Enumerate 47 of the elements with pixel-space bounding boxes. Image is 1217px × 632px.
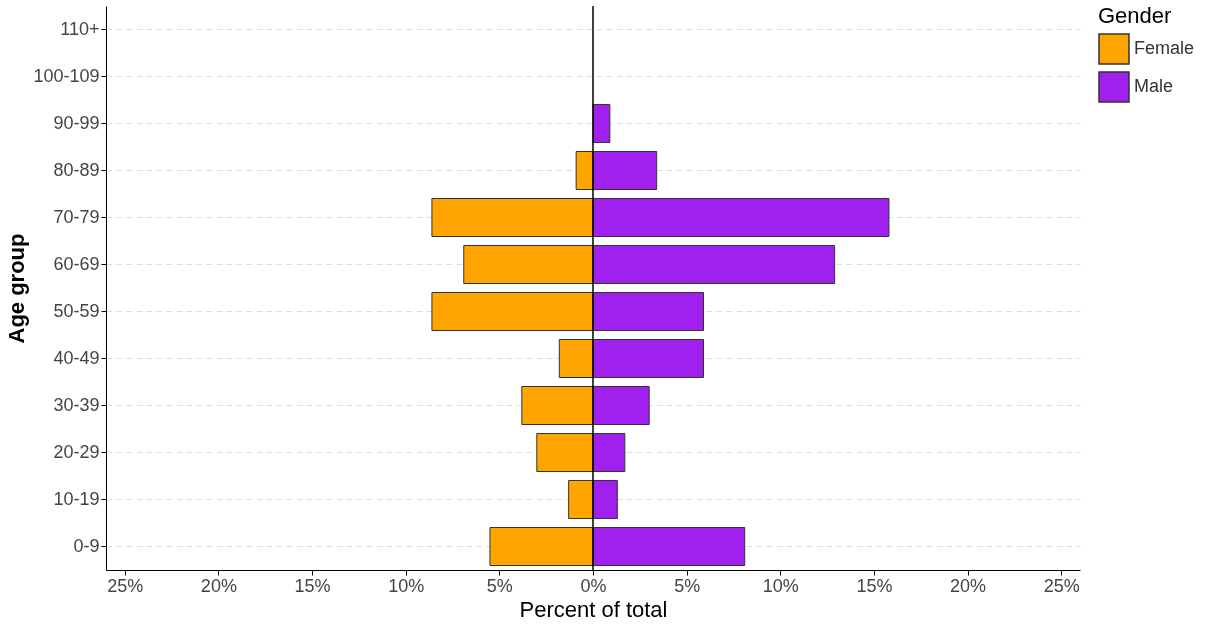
y-tick-label: 30-39 [53,394,100,415]
bar [521,386,594,425]
bar [592,386,650,425]
legend-label: Male [1134,76,1174,96]
y-tick-label: 20-29 [53,441,100,462]
bar [592,104,611,143]
bar [431,198,594,237]
bar [558,339,594,378]
x-tick-label: 25% [1043,575,1080,596]
bar [568,480,594,519]
x-axis-title: Percent of total [519,596,668,622]
legend-label: Female [1134,38,1195,58]
bar [592,339,705,378]
x-tick-label: 15% [856,575,893,596]
bar [592,292,705,331]
y-tick-label: 50-59 [53,300,100,321]
bar [431,292,594,331]
x-tick-label: 10% [388,575,425,596]
bar [592,151,658,190]
bar [592,433,626,472]
x-tick-label: 5% [486,575,513,596]
y-tick-label: 110+ [60,18,100,39]
x-tick-label: 20% [200,575,237,596]
x-tick-label: 5% [674,575,701,596]
y-tick-label: 100-109 [33,65,100,86]
x-tick-label: 25% [107,575,144,596]
y-axis-title: Age group [4,233,30,344]
bar [592,245,836,284]
y-tick-label: 0-9 [73,535,100,556]
bar [463,245,594,284]
y-tick-label: 90-99 [53,112,100,133]
y-tick-label: 80-89 [53,159,100,180]
x-tick-label: 15% [294,575,331,596]
y-tick-label: 10-19 [53,488,100,509]
bar [536,433,594,472]
y-tick-label: 60-69 [53,253,100,274]
x-tick-label: 0% [580,575,607,596]
x-tick-label: 10% [762,575,799,596]
y-tick-label: 40-49 [53,347,100,368]
bar [592,198,890,237]
bar [592,527,746,566]
x-tick-label: 20% [950,575,987,596]
y-tick-label: 70-79 [53,206,100,227]
bar [592,480,618,519]
legend-title: Gender [1098,3,1172,28]
bar [489,527,594,566]
bar [575,151,594,190]
